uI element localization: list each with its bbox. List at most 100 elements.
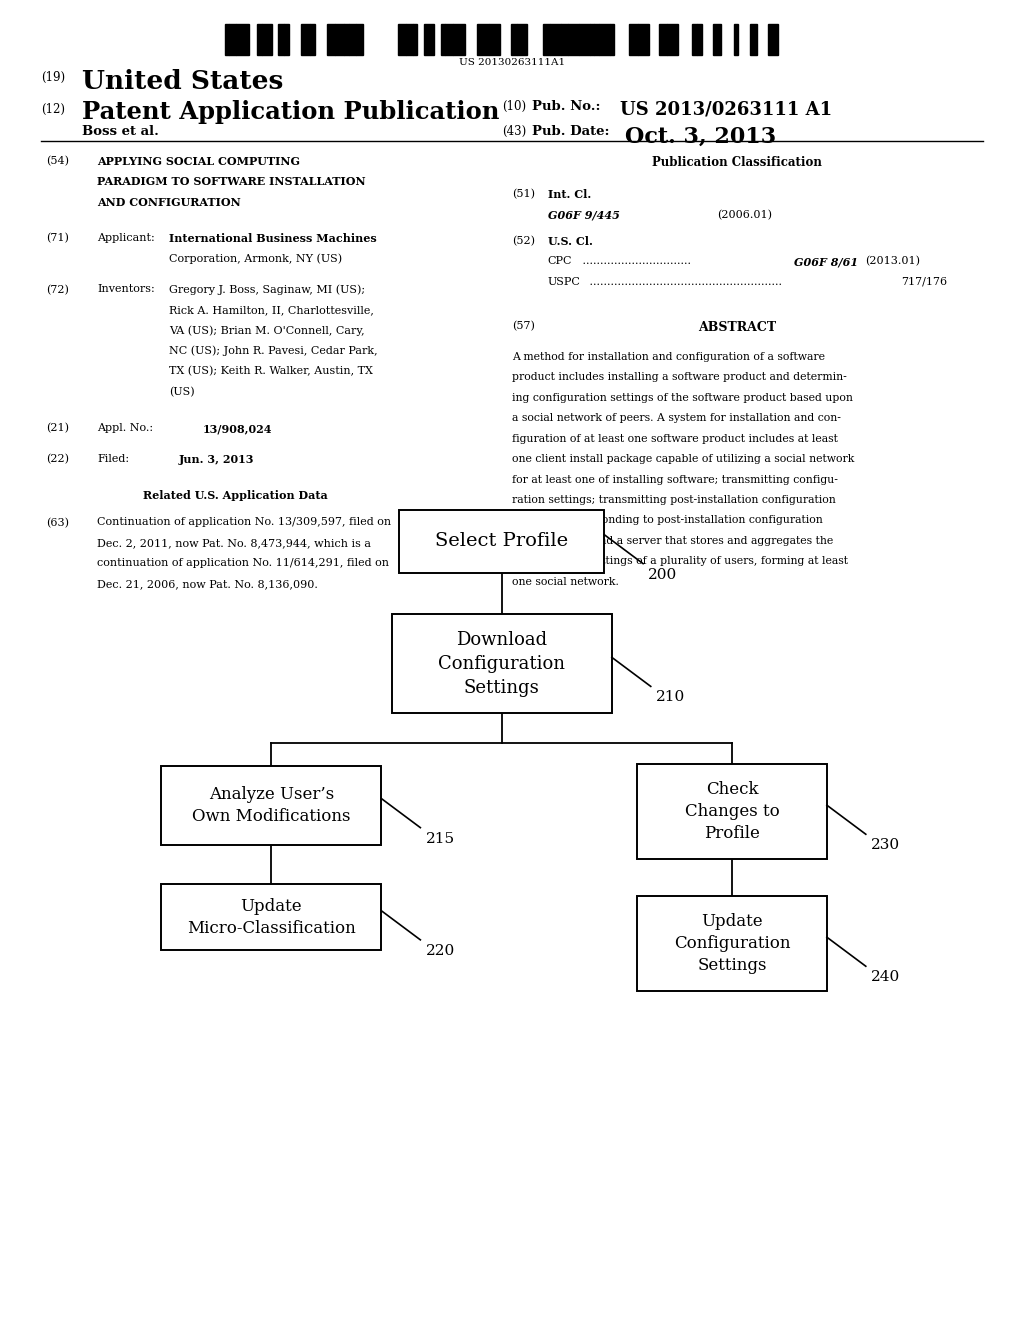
Text: continuation of application No. 11/614,291, filed on: continuation of application No. 11/614,2…	[97, 558, 389, 569]
Text: (72): (72)	[46, 285, 69, 294]
Text: Inventors:: Inventors:	[97, 285, 155, 294]
Text: (2013.01): (2013.01)	[865, 256, 921, 267]
Text: (43): (43)	[502, 125, 526, 139]
Text: Oct. 3, 2013: Oct. 3, 2013	[625, 125, 776, 148]
Text: Int. Cl.: Int. Cl.	[548, 189, 591, 201]
Text: one client install package capable of utilizing a social network: one client install package capable of ut…	[512, 454, 854, 465]
Bar	[279, 24, 285, 55]
Text: Analyze User’s
Own Modifications: Analyze User’s Own Modifications	[193, 785, 350, 825]
Bar	[637, 896, 826, 991]
Bar	[413, 24, 418, 55]
Bar	[590, 24, 594, 55]
Text: (57): (57)	[512, 321, 535, 331]
Bar	[659, 24, 668, 55]
Text: Related U.S. Application Data: Related U.S. Application Data	[143, 490, 328, 502]
Text: Update
Micro-Classification: Update Micro-Classification	[187, 898, 355, 937]
Text: International Business Machines: International Business Machines	[169, 232, 377, 244]
Bar	[543, 24, 550, 55]
Bar	[285, 24, 290, 55]
Text: Appl. No.:: Appl. No.:	[97, 422, 154, 433]
Text: 210: 210	[656, 690, 685, 705]
Text: 200: 200	[648, 568, 678, 582]
Bar	[453, 24, 465, 55]
Bar	[750, 24, 757, 55]
Text: U.S. Cl.: U.S. Cl.	[548, 235, 593, 247]
Text: modifications; and a server that stores and aggregates the: modifications; and a server that stores …	[512, 536, 834, 546]
Text: AND CONFIGURATION: AND CONFIGURATION	[97, 197, 241, 207]
Bar	[489, 24, 501, 55]
Text: Update
Configuration
Settings: Update Configuration Settings	[674, 913, 791, 974]
Bar	[310, 24, 315, 55]
Text: (19): (19)	[41, 71, 66, 84]
Text: Dec. 2, 2011, now Pat. No. 8,473,944, which is a: Dec. 2, 2011, now Pat. No. 8,473,944, wh…	[97, 537, 372, 548]
Text: US 2013/0263111 A1: US 2013/0263111 A1	[620, 100, 831, 119]
Bar	[511, 24, 517, 55]
Text: Gregory J. Boss, Saginaw, MI (US);: Gregory J. Boss, Saginaw, MI (US);	[169, 285, 366, 296]
Text: Pub. Date:: Pub. Date:	[532, 125, 610, 139]
Bar	[550, 24, 560, 55]
Text: TX (US); Keith R. Walker, Austin, TX: TX (US); Keith R. Walker, Austin, TX	[169, 367, 373, 376]
Bar	[713, 24, 721, 55]
Text: (2006.01): (2006.01)	[717, 210, 772, 220]
Text: Corporation, Armonk, NY (US): Corporation, Armonk, NY (US)	[169, 253, 342, 264]
Text: ABSTRACT: ABSTRACT	[698, 321, 776, 334]
Text: Rick A. Hamilton, II, Charlottesville,: Rick A. Hamilton, II, Charlottesville,	[169, 305, 374, 315]
Bar	[349, 24, 356, 55]
Bar	[229, 24, 237, 55]
Text: Download
Configuration
Settings: Download Configuration Settings	[438, 631, 565, 697]
Text: (52): (52)	[512, 235, 535, 246]
Bar	[668, 24, 678, 55]
Text: Dec. 21, 2006, now Pat. No. 8,136,090.: Dec. 21, 2006, now Pat. No. 8,136,090.	[97, 578, 318, 589]
Text: ration settings; transmitting post-installation configuration: ration settings; transmitting post-insta…	[512, 495, 836, 506]
Text: configuration settings of a plurality of users, forming at least: configuration settings of a plurality of…	[512, 556, 848, 566]
Text: Boss et al.: Boss et al.	[82, 125, 159, 139]
Bar	[256, 24, 262, 55]
Bar	[162, 766, 382, 845]
Bar	[440, 24, 444, 55]
Text: (US): (US)	[169, 387, 195, 397]
Bar	[237, 24, 249, 55]
Bar	[162, 884, 382, 950]
Text: (51): (51)	[512, 189, 535, 199]
Text: (63): (63)	[46, 517, 69, 528]
Bar	[610, 24, 614, 55]
Text: Patent Application Publication: Patent Application Publication	[82, 100, 500, 124]
Bar	[406, 24, 413, 55]
Text: Pub. No.:: Pub. No.:	[532, 100, 601, 114]
Bar	[637, 764, 826, 859]
Text: 13/908,024: 13/908,024	[203, 422, 272, 434]
Text: Applicant:: Applicant:	[97, 232, 155, 243]
Text: US 20130263111A1: US 20130263111A1	[459, 58, 565, 67]
Text: (12): (12)	[41, 103, 65, 116]
Bar	[356, 24, 362, 55]
Bar	[768, 24, 777, 55]
Text: G06F 8/61: G06F 8/61	[794, 256, 858, 267]
Text: for at least one of installing software; transmitting configu-: for at least one of installing software;…	[512, 474, 838, 484]
Text: 717/176: 717/176	[901, 276, 947, 286]
Bar	[599, 24, 610, 55]
Text: NC (US); John R. Pavesi, Cedar Park,: NC (US); John R. Pavesi, Cedar Park,	[169, 346, 378, 356]
Bar	[568, 24, 580, 55]
Bar	[517, 24, 527, 55]
Text: Select Profile: Select Profile	[435, 532, 568, 550]
Bar	[344, 24, 349, 55]
Bar	[424, 24, 433, 55]
Text: product includes installing a software product and determin-: product includes installing a software p…	[512, 372, 847, 383]
Text: 230: 230	[870, 838, 900, 853]
Text: Jun. 3, 2013: Jun. 3, 2013	[179, 454, 255, 465]
Bar	[391, 615, 612, 713]
Text: G06F 9/445: G06F 9/445	[548, 210, 620, 220]
Bar	[733, 24, 738, 55]
Bar	[398, 24, 406, 55]
Text: VA (US); Brian M. O'Connell, Cary,: VA (US); Brian M. O'Connell, Cary,	[169, 326, 365, 337]
Text: ing configuration settings of the software product based upon: ing configuration settings of the softwa…	[512, 392, 853, 403]
Text: (71): (71)	[46, 232, 69, 243]
Text: (21): (21)	[46, 422, 69, 433]
Text: settings; or responding to post-installation configuration: settings; or responding to post-installa…	[512, 515, 822, 525]
Bar	[594, 24, 599, 55]
Bar	[560, 24, 568, 55]
Text: A method for installation and configuration of a software: A method for installation and configurat…	[512, 351, 825, 362]
Bar	[327, 24, 335, 55]
Text: 220: 220	[426, 944, 455, 958]
Text: USPC: USPC	[548, 276, 581, 286]
